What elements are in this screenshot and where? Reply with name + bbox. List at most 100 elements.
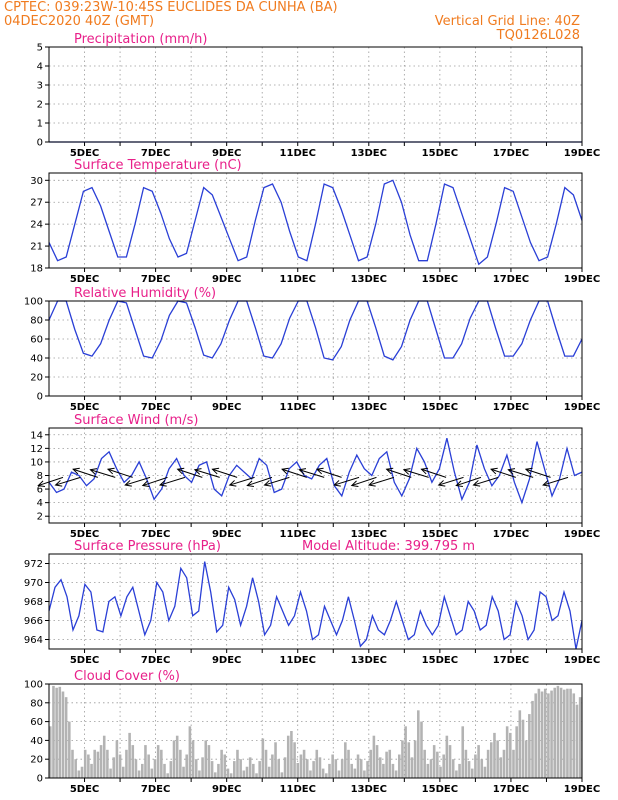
cloud-bar: [556, 685, 560, 778]
wind-shaft: [212, 468, 238, 478]
cloud-bar: [499, 757, 503, 778]
x-tick-label: 13DEC: [351, 655, 387, 666]
cloud-bar: [80, 766, 84, 778]
cloud-bar: [442, 754, 445, 778]
wind-shaft: [334, 476, 360, 486]
cloud-bar: [359, 759, 363, 778]
cloud-bar: [404, 726, 407, 778]
cloud-bar: [521, 719, 525, 778]
panel-4: Surface Wind (m/s) 2 4 6 8 10 12 14 5DEC 7DEC 9DEC…: [30, 413, 600, 540]
cloud-bar: [350, 763, 353, 778]
x-tick-label: 13DEC: [351, 529, 387, 540]
wind-head: [385, 467, 394, 475]
wind-arrow: [193, 468, 220, 478]
x-tick-label: 15DEC: [422, 402, 458, 413]
cloud-bar: [55, 687, 58, 778]
x-tick-label: 7DEC: [141, 274, 170, 285]
y-tick-label: 0: [37, 138, 43, 149]
cloud-bar: [394, 770, 398, 778]
cloud-bar: [102, 735, 106, 778]
cloud-bar: [296, 762, 300, 778]
x-tick-label: 17DEC: [493, 148, 529, 159]
cloud-bar: [369, 749, 373, 778]
y-tick-label: 30: [30, 176, 43, 187]
y-tick-label: 80: [30, 316, 43, 327]
cloud-bar: [213, 772, 217, 778]
cloud-bar: [90, 763, 93, 778]
cloud-bar: [547, 693, 550, 778]
cloud-bar: [366, 761, 369, 778]
y-tick-label: 4: [37, 498, 43, 509]
wind-shaft: [72, 468, 98, 478]
cloud-bar: [505, 726, 509, 778]
wind-arrow: [490, 467, 516, 478]
x-tick-label: 15DEC: [422, 655, 458, 666]
panel-title: Relative Humidity (%): [74, 286, 216, 301]
cloud-bar: [464, 749, 468, 778]
cloud-bar: [194, 759, 198, 778]
y-tick-label: 972: [24, 559, 43, 570]
cloud-bar: [106, 749, 109, 778]
cloud-bar: [109, 768, 112, 778]
cloud-bar: [150, 768, 154, 778]
wind-shaft: [543, 476, 569, 486]
y-tick-label: 12: [30, 444, 43, 455]
panel-title: Surface Pressure (hPa): [74, 539, 221, 554]
x-tick-label: 19DEC: [564, 274, 600, 285]
cloud-bar: [429, 759, 433, 778]
y-tick-label: 80: [30, 698, 43, 709]
x-tick-label: 9DEC: [212, 529, 241, 540]
y-tick-label: 60: [30, 335, 43, 346]
cloud-bar: [99, 745, 103, 778]
wind-head: [106, 467, 115, 475]
cloud-bar: [147, 754, 150, 778]
cloud-bar: [334, 759, 338, 778]
cloud-bar: [236, 749, 239, 778]
cloud-bar: [299, 754, 303, 778]
wind-head: [228, 480, 237, 487]
x-tick-label: 5DEC: [70, 529, 99, 540]
x-tick-label: 5DEC: [70, 655, 99, 666]
wind-head: [193, 468, 202, 475]
cloud-bar: [524, 740, 528, 778]
wind-arrow: [89, 468, 116, 478]
wind-head: [524, 467, 533, 475]
x-tick-label: 19DEC: [564, 784, 600, 795]
cloud-bar: [58, 686, 62, 778]
cloud-bar: [125, 749, 128, 778]
cloud-bar: [426, 763, 430, 778]
x-tick-label: 9DEC: [212, 402, 241, 413]
wind-shaft: [107, 468, 133, 478]
y-tick-label: 24: [30, 220, 43, 231]
cloud-bar: [210, 761, 214, 778]
x-tick-label: 19DEC: [564, 655, 600, 666]
cloud-bar: [502, 749, 506, 778]
cloud-bar: [423, 749, 426, 778]
wind-arrow: [385, 467, 412, 478]
wind-shaft: [264, 476, 290, 486]
series-line: [48, 179, 583, 266]
cloud-bar: [353, 768, 357, 778]
wind-head: [507, 468, 516, 475]
cloud-bar: [118, 754, 122, 778]
cloud-bar: [141, 763, 144, 778]
wind-head: [542, 480, 550, 487]
wind-arrow: [211, 467, 238, 478]
y-tick-label: 3: [37, 81, 43, 92]
y-tick-label: 40: [30, 736, 43, 747]
cloud-bar: [83, 749, 87, 778]
cloud-bar: [49, 726, 52, 778]
cloud-bar: [410, 757, 414, 778]
cloud-bar: [274, 742, 277, 778]
cloud-bar: [356, 754, 360, 778]
wind-shaft: [247, 476, 273, 487]
y-tick-label: 40: [30, 354, 43, 365]
cloud-bar: [137, 770, 141, 778]
wind-head: [158, 480, 167, 487]
wind-head: [246, 480, 254, 488]
cloud-bar: [198, 770, 201, 778]
cloud-bar: [229, 773, 233, 778]
wind-arrow: [176, 467, 203, 478]
cloud-bar: [64, 697, 68, 778]
x-tick-label: 9DEC: [212, 784, 241, 795]
